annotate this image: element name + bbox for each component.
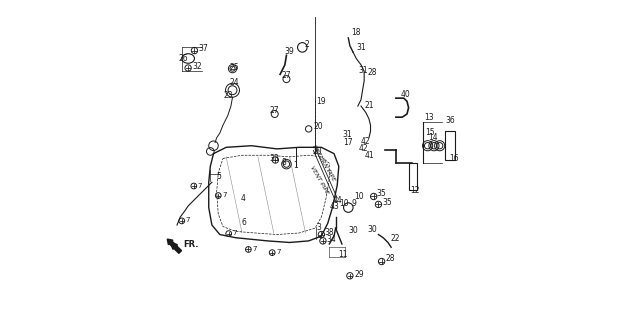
Text: 31: 31 [342, 130, 352, 139]
Text: 17: 17 [343, 138, 353, 147]
Text: 7: 7 [186, 218, 190, 223]
Text: 3: 3 [317, 223, 321, 232]
Text: 7: 7 [222, 192, 227, 198]
Text: 41: 41 [365, 151, 374, 160]
Text: 37: 37 [198, 44, 209, 52]
Text: 27: 27 [282, 71, 291, 80]
Text: 29: 29 [354, 270, 364, 279]
Text: 15: 15 [425, 128, 435, 137]
Text: 31: 31 [356, 43, 366, 52]
FancyArrow shape [168, 239, 181, 253]
Bar [445, 132, 455, 160]
Text: 44: 44 [333, 196, 343, 205]
Text: 11: 11 [338, 250, 347, 259]
Text: 13: 13 [424, 113, 433, 122]
Text: 7: 7 [198, 183, 202, 188]
Text: 16: 16 [449, 154, 459, 163]
Text: 20: 20 [314, 122, 323, 131]
Text: 43: 43 [330, 202, 340, 211]
Text: 10: 10 [339, 199, 348, 208]
Text: 30: 30 [367, 225, 377, 234]
Text: 35: 35 [377, 189, 387, 198]
Text: 7: 7 [276, 249, 280, 255]
Text: 27: 27 [270, 106, 280, 115]
Text: 42: 42 [361, 137, 370, 146]
Text: 18: 18 [352, 28, 361, 37]
Text: 14: 14 [428, 133, 438, 142]
Text: 33: 33 [270, 154, 279, 163]
Text: 38: 38 [324, 228, 334, 236]
Text: 35: 35 [382, 198, 392, 207]
Text: 7: 7 [252, 246, 256, 252]
Text: 19: 19 [316, 98, 326, 107]
Text: 5: 5 [217, 172, 222, 181]
Text: 4: 4 [241, 194, 245, 203]
Text: 36: 36 [445, 116, 455, 124]
Text: 21: 21 [365, 101, 374, 110]
Text: 1: 1 [293, 161, 297, 170]
Text: 34: 34 [326, 235, 336, 244]
Text: 12: 12 [410, 186, 420, 195]
Text: 8: 8 [281, 158, 286, 167]
Text: 6: 6 [241, 218, 246, 227]
Text: 24: 24 [230, 78, 239, 87]
Text: 28: 28 [367, 68, 377, 77]
Text: 22: 22 [391, 234, 400, 243]
Text: 28: 28 [386, 254, 395, 263]
Text: 23: 23 [223, 91, 232, 100]
Text: 39: 39 [285, 47, 295, 56]
Text: 30: 30 [348, 226, 358, 235]
Text: FR.: FR. [183, 240, 199, 249]
Text: 2: 2 [305, 40, 309, 49]
Text: 9: 9 [352, 199, 357, 208]
Text: 42: 42 [358, 144, 368, 153]
Text: 40: 40 [401, 90, 410, 99]
Text: RETURN PIPE: RETURN PIPE [311, 144, 336, 182]
Bar [409, 163, 416, 190]
Text: 31: 31 [358, 66, 368, 76]
Text: 20: 20 [312, 147, 322, 156]
Text: VENT PIPE: VENT PIPE [309, 165, 329, 196]
Text: 10: 10 [355, 192, 364, 201]
Text: 26: 26 [178, 54, 188, 63]
Text: 7: 7 [232, 230, 237, 236]
Text: 32: 32 [192, 62, 202, 71]
Text: 25: 25 [230, 63, 239, 72]
